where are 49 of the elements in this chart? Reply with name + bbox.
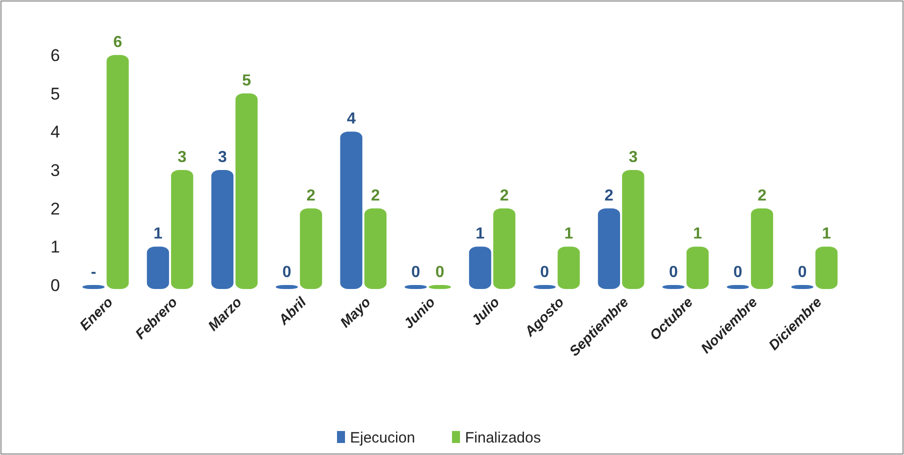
bar (211, 170, 234, 289)
legend-label: Finalizados (465, 429, 541, 446)
data-label: 1 (476, 226, 485, 243)
data-label: 3 (218, 149, 227, 166)
bar (598, 208, 620, 289)
bar (558, 246, 580, 289)
bar (235, 93, 258, 289)
data-label: 2 (758, 187, 767, 204)
data-label: 0 (411, 264, 420, 281)
y-tick-label: 2 (50, 199, 60, 218)
y-tick-label: 3 (50, 160, 60, 180)
bar (750, 208, 774, 289)
data-label: 0 (435, 264, 444, 281)
legend-label: Ejecucion (350, 429, 416, 446)
data-label: 1 (564, 226, 574, 243)
data-label: 2 (500, 187, 509, 204)
bar (171, 170, 194, 289)
data-label: - (90, 264, 96, 281)
y-tick-label: 1 (50, 238, 60, 257)
bar (622, 170, 644, 289)
data-label: 0 (798, 264, 807, 281)
bar (146, 246, 170, 289)
data-label: 1 (154, 226, 163, 243)
bar (493, 208, 516, 289)
bar (340, 132, 362, 289)
data-label: 3 (628, 149, 638, 166)
data-label: 0 (282, 264, 292, 281)
data-label: 4 (346, 110, 356, 128)
data-label: 0 (733, 264, 742, 281)
data-label: 0 (668, 264, 678, 281)
y-tick-label: 5 (50, 84, 60, 104)
data-label: 6 (113, 34, 122, 51)
data-label: 1 (693, 226, 702, 243)
data-label: 0 (540, 264, 550, 281)
data-label: 2 (306, 187, 316, 204)
y-tick-label: 6 (50, 46, 60, 65)
data-label: 5 (242, 72, 252, 90)
bar (815, 246, 838, 289)
data-label: 2 (370, 187, 380, 204)
bar (469, 246, 492, 289)
data-label: 1 (822, 226, 832, 243)
bar (686, 246, 709, 289)
data-label: 3 (178, 149, 187, 166)
y-tick-label: 0 (50, 276, 60, 295)
bar (364, 208, 387, 289)
bar (300, 208, 322, 289)
bar (106, 55, 129, 289)
y-tick-label: 4 (50, 122, 60, 142)
data-label: 2 (604, 187, 614, 204)
